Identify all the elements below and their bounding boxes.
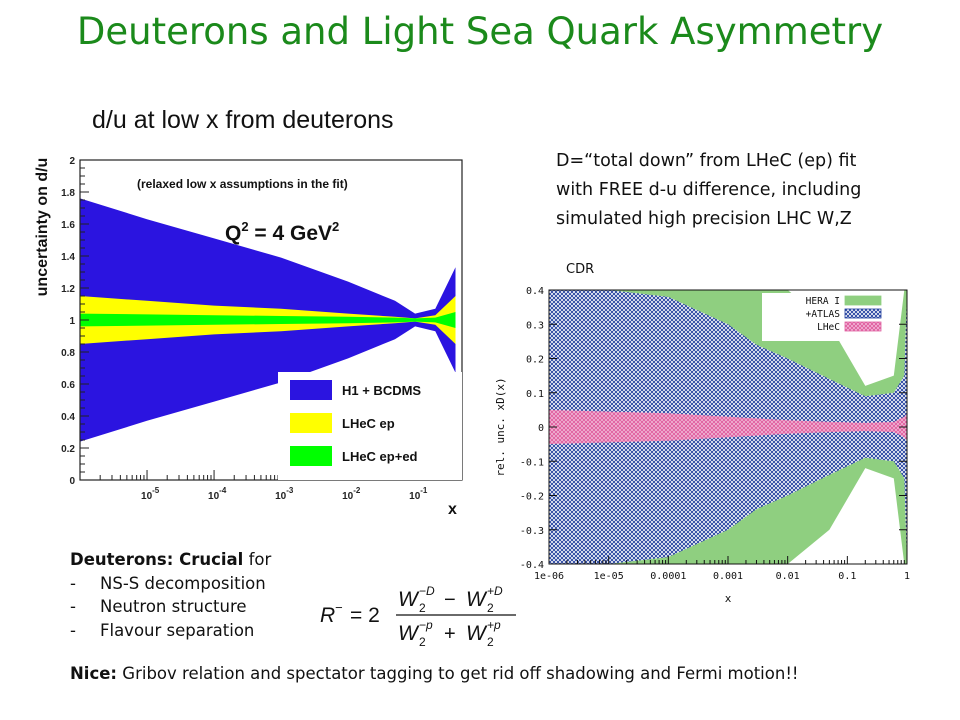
x-tick-label: 0.01 xyxy=(776,571,800,582)
x-tick-label: 10-1 xyxy=(409,486,428,502)
legend-swatch xyxy=(844,308,882,319)
y-tick-label: 1.2 xyxy=(61,284,75,295)
left-chart-title: d/u at low x from deuterons xyxy=(92,106,394,134)
y-tick-label: -0.4 xyxy=(520,560,544,571)
x-tick-label: 0.0001 xyxy=(650,571,686,582)
y-tick-label: 1.4 xyxy=(61,252,75,263)
formula-lhs: R xyxy=(320,604,335,627)
right-description: D=“total down” from LHeC (ep) fit with F… xyxy=(556,147,861,234)
y-tick-label: 0.4 xyxy=(526,286,544,297)
svg-text:2: 2 xyxy=(487,601,494,615)
nice-text: Gribov relation and spectator tagging to… xyxy=(117,664,799,683)
y-tick-label: 2 xyxy=(69,156,75,167)
r-minus-formula: R − = 2 W 2 −D − W 2 +D W 2 −p + W 2 +p xyxy=(320,584,516,649)
svg-text:−: − xyxy=(444,589,456,611)
annotation-text: (relaxed low x assumptions in the fit) xyxy=(137,177,348,191)
x-tick-label: 0.001 xyxy=(713,571,743,582)
svg-text:+: + xyxy=(444,623,456,645)
list-item: - Flavour separation xyxy=(70,620,255,640)
formula-lhs-sup: − xyxy=(335,600,343,615)
annotation-q2: Q2 = 4 GeV2 xyxy=(225,219,339,245)
notes-heading-rest: for xyxy=(243,550,272,569)
formula-eq: = 2 xyxy=(350,604,380,627)
x-axis-label: x xyxy=(448,501,457,518)
x-tick-label: 10-2 xyxy=(342,486,361,502)
nice-label: Nice: xyxy=(70,664,118,683)
y-tick-label: 0.6 xyxy=(61,380,75,391)
x-tick-label: 1 xyxy=(904,571,910,582)
svg-text:W: W xyxy=(398,588,420,611)
y-tick-label: -0.3 xyxy=(520,526,544,537)
x-tick-label: 10-5 xyxy=(141,486,160,502)
svg-text:2: 2 xyxy=(487,635,494,649)
notes-block: Deuterons: Crucial for - NS-S decompositi… xyxy=(70,548,271,642)
legend-swatch xyxy=(290,446,332,466)
band-lhec-ep-ed xyxy=(80,312,456,328)
y-tick-label: 1.6 xyxy=(61,220,75,231)
legend-label: HERA I xyxy=(806,296,840,307)
svg-text:+p: +p xyxy=(487,618,501,632)
slide-title: Deuterons and Light Sea Quark Asymmetry xyxy=(76,10,884,53)
x-tick-label: 10-3 xyxy=(275,486,294,502)
y-tick-label: 0.4 xyxy=(61,412,75,423)
legend-label: H1 + BCDMS xyxy=(342,383,421,398)
list-item: - NS-S decomposition xyxy=(70,573,266,593)
svg-text:−p: −p xyxy=(419,618,433,632)
list-item: - Neutron structure xyxy=(70,597,247,616)
svg-text:2: 2 xyxy=(419,635,426,649)
legend-label: +ATLAS xyxy=(806,309,841,320)
y-tick-label: 0.1 xyxy=(526,389,544,400)
x-tick-label: 1e-06 xyxy=(534,571,564,582)
legend-swatch xyxy=(290,380,332,400)
svg-text:+D: +D xyxy=(487,584,503,598)
right-chart: -0.4 -0.3 -0.2 -0.1 0 0.1 0.2 0.3 0.4 1e-06 1e-05 0… xyxy=(494,286,910,605)
legend-label: LHeC ep+ed xyxy=(342,449,418,464)
notes-heading-bold: Deuterons: Crucial xyxy=(70,550,244,569)
left-chart: 0 0.2 0.4 0.6 0.8 1 1.2 1.4 1.6 1.8 2 10-5 10-4 10-3 1… xyxy=(61,156,463,518)
notes-heading: Deuterons: Crucial for xyxy=(70,548,271,572)
legend-swatch xyxy=(844,295,882,306)
y-tick-label: 0.2 xyxy=(526,355,544,366)
right-description-line: D=“total down” from LHeC (ep) fit xyxy=(556,151,857,171)
right-caption: CDR xyxy=(566,262,595,277)
band-lhec xyxy=(549,409,907,445)
right-description-line: with FREE d-u difference, including xyxy=(556,180,862,200)
y-tick-label: 1.8 xyxy=(61,188,75,199)
y-axis-label: rel. unc. xD(x) xyxy=(494,377,507,476)
svg-text:W: W xyxy=(466,622,488,645)
legend-label: LHeC ep xyxy=(342,416,395,431)
y-tick-label: -0.1 xyxy=(520,457,544,468)
y-tick-label: -0.2 xyxy=(520,492,544,503)
x-tick-label: 0.1 xyxy=(838,571,856,582)
y-tick-label: 0 xyxy=(538,423,544,434)
nice-line: Nice: Gribov relation and spectator tagg… xyxy=(70,664,799,683)
y-tick-label: 0.2 xyxy=(61,444,75,455)
x-axis-label: x xyxy=(725,592,732,605)
y-tick-label: 0 xyxy=(69,476,75,487)
legend-label: LHeC xyxy=(817,322,840,333)
svg-text:−D: −D xyxy=(419,584,435,598)
svg-text:2: 2 xyxy=(419,601,426,615)
right-description-line: simulated high precision LHC W,Z xyxy=(556,209,852,229)
y-tick-label: 0.3 xyxy=(526,320,544,331)
y-tick-label: 1 xyxy=(69,316,75,327)
y-tick-label: 0.8 xyxy=(61,348,75,359)
legend-swatch xyxy=(844,321,882,332)
x-tick-label: 10-4 xyxy=(208,486,227,502)
legend-swatch xyxy=(290,413,332,433)
x-tick-label: 1e-05 xyxy=(594,571,624,582)
svg-text:W: W xyxy=(398,622,420,645)
svg-text:W: W xyxy=(466,588,488,611)
